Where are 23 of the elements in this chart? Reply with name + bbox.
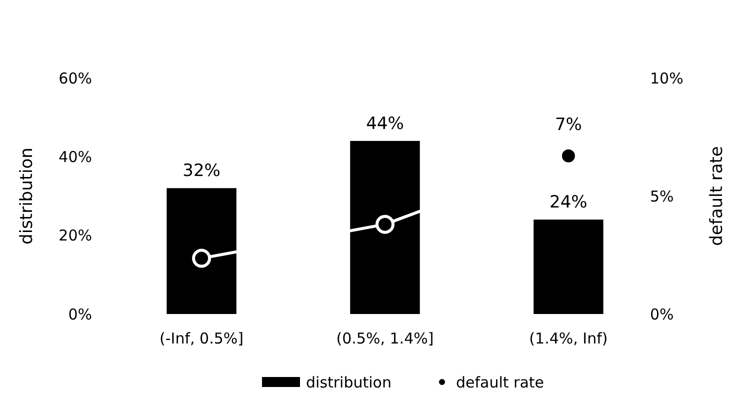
point [376,214,394,234]
y-tick-label: 0% [68,305,92,324]
point [192,248,212,268]
bar [350,140,420,314]
y2-tick-label: 5% [650,187,674,206]
y-tick-label: 20% [58,226,92,245]
y-axis-title: distribution [17,148,37,244]
legend-label: distribution [306,373,392,392]
y-tick-label: 60% [58,69,92,88]
data-label: 32% [182,161,220,182]
x-tick-label: (1.4%, Inf) [529,329,608,348]
x-tick-label: (0.5%, 1.4%] [336,329,434,348]
bar [166,188,236,314]
data-label: 44% [366,114,404,134]
y2-tick-label: 10% [650,69,684,88]
data-label: 7% [554,114,582,135]
x-tick-label: (-Inf, 0.5%] [160,329,244,348]
y-tick-label: 40% [58,148,92,166]
y2-axis-title: default rate [707,146,727,246]
y2-tick-label: 0% [650,305,674,324]
data-label: 24% [550,192,588,213]
legend-label: default rate [456,373,544,392]
bar [534,220,604,314]
